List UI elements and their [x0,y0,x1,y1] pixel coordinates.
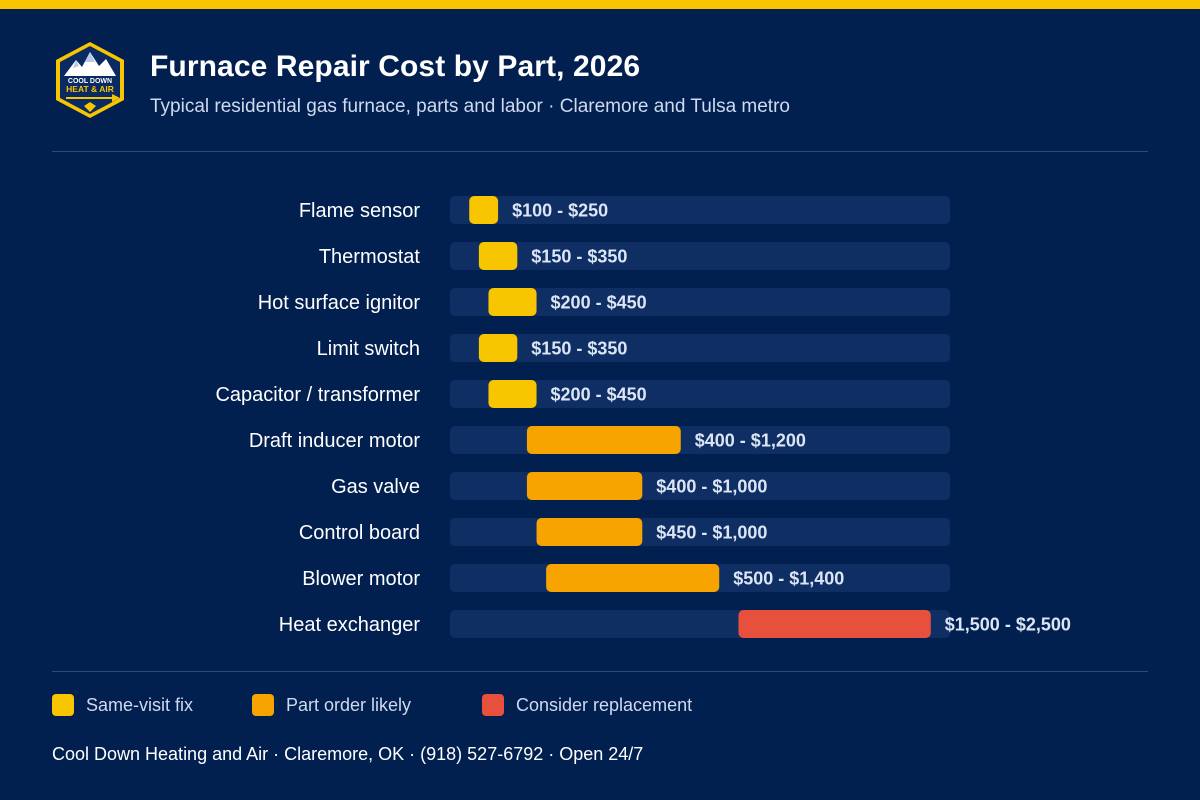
value-label-limit-switch: $150 - $350 [531,339,627,359]
range-bar-flame-sensor [469,196,499,224]
bar-track-limit-switch [450,334,950,362]
range-bar-draft-inducer-motor [526,426,681,454]
category-label-control-board: Control board [299,522,420,544]
range-bar-control-board [536,518,643,546]
company-logo: COOL DOWN HEAT & AIR [56,42,124,118]
value-label-heat-exchanger: $1,500 - $2,500 [945,615,1071,635]
footer-contact: Cool Down Heating and Air · Claremore, O… [52,744,644,764]
value-label-capacitor-transformer: $200 - $450 [551,385,647,405]
range-bar-thermostat [478,242,518,270]
page-subtitle: Typical residential gas furnace, parts a… [150,96,790,117]
category-label-limit-switch: Limit switch [317,338,420,360]
range-bar-heat-exchanger [738,610,931,638]
category-label-heat-exchanger: Heat exchanger [279,614,421,636]
legend-label-same-visit: Same-visit fix [86,695,194,715]
category-label-blower-motor: Blower motor [302,568,420,590]
value-label-control-board: $450 - $1,000 [656,523,767,543]
range-bar-hot-surface-ignitor [488,288,537,316]
value-label-blower-motor: $500 - $1,400 [733,569,844,589]
range-bar-gas-valve [526,472,643,500]
value-label-gas-valve: $400 - $1,000 [656,477,767,497]
logo-text-line2: HEAT & AIR [66,84,114,94]
value-label-hot-surface-ignitor: $200 - $450 [551,293,647,313]
legend-swatch-part-order [252,694,274,716]
header-divider [52,151,1148,152]
repair-cost-chart: Flame sensor $100 - $250 Thermostat $150 - … [215,196,1071,638]
bar-track-thermostat [450,242,950,270]
category-label-draft-inducer-motor: Draft inducer motor [249,430,421,452]
legend-label-replacement: Consider replacement [516,695,693,715]
accent-top-bar [0,0,1200,9]
bar-track-capacitor-transformer [450,380,950,408]
category-label-thermostat: Thermostat [319,246,421,268]
value-label-flame-sensor: $100 - $250 [512,201,608,221]
legend-divider [52,671,1148,672]
legend-swatch-replacement [482,694,504,716]
category-label-hot-surface-ignitor: Hot surface ignitor [258,292,421,314]
bar-track-flame-sensor [450,196,950,224]
range-bar-capacitor-transformer [488,380,537,408]
legend-swatch-same-visit [52,694,74,716]
category-label-flame-sensor: Flame sensor [299,200,420,222]
value-label-draft-inducer-motor: $400 - $1,200 [695,431,806,451]
range-bar-limit-switch [478,334,518,362]
bar-track-hot-surface-ignitor [450,288,950,316]
logo-text-line1: COOL DOWN [68,78,112,85]
page-title: Furnace Repair Cost by Part, 2026 [150,50,641,83]
category-label-capacitor-transformer: Capacitor / transformer [215,384,420,406]
range-bar-blower-motor [546,564,720,592]
value-label-thermostat: $150 - $350 [531,247,627,267]
legend-label-part-order: Part order likely [286,695,412,715]
category-label-gas-valve: Gas valve [331,476,420,498]
